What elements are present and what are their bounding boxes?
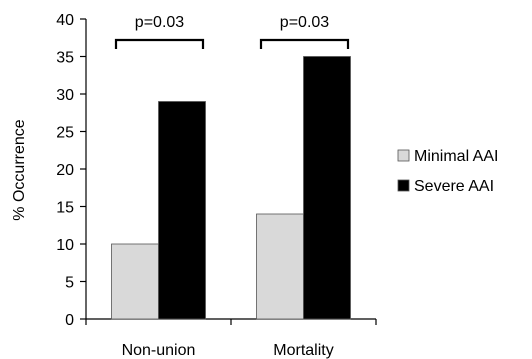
significance-bracket [114,38,205,49]
significance-bracket [259,38,350,49]
y-tick-label: 40 [56,12,74,29]
y-tick-label: 35 [56,50,74,67]
bar-severe-aai-mortality [303,56,351,320]
y-tick-label: 0 [65,312,74,329]
legend-label: Severe AAI [414,178,494,195]
bar-severe-aai-non-union [158,101,206,320]
x-category-label: Non-union [122,342,196,359]
plot-area: 0 5 10 15 20 25 30 35 40 Non-union p=0.03 Mortality… [56,12,498,359]
significance-label: p=0.03 [280,14,329,31]
y-tick-label: 10 [56,237,74,254]
y-tick-label: 20 [56,162,74,179]
y-axis-title: % Occurrence [11,119,28,220]
significance-label: p=0.03 [135,14,184,31]
y-tick-label: 30 [56,87,74,104]
x-category-label: Mortality [273,342,333,359]
y-tick-label: 15 [56,200,74,217]
legend-label: Minimal AAI [414,148,498,165]
y-tick-label: 25 [56,125,74,142]
bar-minimal-aai-mortality [256,213,304,320]
legend-swatch [397,149,410,162]
legend-swatch [397,179,410,192]
y-tick-label: 5 [65,275,74,292]
bar-minimal-aai-non-union [111,243,159,320]
